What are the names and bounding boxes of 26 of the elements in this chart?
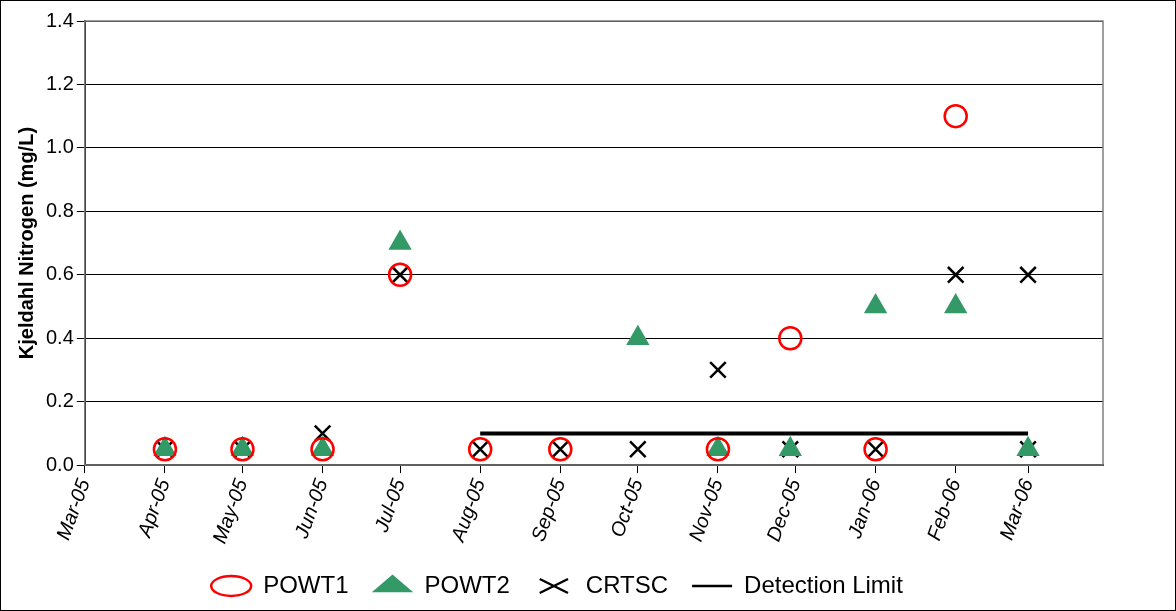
x-tick-label: Feb-06 — [922, 475, 965, 544]
x-tick-label: Apr-05 — [132, 475, 175, 541]
x-tick-label: Oct-05 — [605, 475, 648, 540]
x-tick-label: Dec-05 — [761, 475, 805, 545]
y-tick-label: 1.0 — [45, 135, 74, 158]
y-tick-label: 0.4 — [45, 325, 74, 348]
y-tick-label: 0.6 — [45, 262, 74, 285]
legend-label: CRTSC — [585, 570, 669, 598]
x-tick-label: Mar-05 — [51, 475, 95, 543]
legend-label: POWT2 — [424, 570, 510, 598]
x-tick-label: Jun-05 — [289, 475, 332, 542]
y-axis-title: Kjeldahl Nitrogen (mg/L) — [14, 126, 37, 360]
y-tick-label: 1.4 — [45, 8, 74, 31]
y-tick-label: 0.0 — [45, 452, 74, 475]
y-tick-label: 0.2 — [45, 389, 74, 412]
x-tick-label: Mar-06 — [994, 475, 1038, 543]
x-tick-label: Jan-06 — [842, 475, 885, 542]
y-tick-label: 0.8 — [45, 198, 74, 221]
x-tick-label: Nov-05 — [684, 475, 728, 545]
x-tick-label: May-05 — [207, 475, 252, 547]
x-tick-label: Aug-05 — [446, 475, 490, 546]
legend-label: POWT1 — [263, 570, 349, 598]
x-tick-label: Jul-05 — [369, 475, 410, 536]
legend-label: Detection Limit — [744, 570, 904, 598]
y-tick-label: 1.2 — [45, 71, 74, 94]
x-tick-label: Sep-05 — [526, 475, 570, 545]
